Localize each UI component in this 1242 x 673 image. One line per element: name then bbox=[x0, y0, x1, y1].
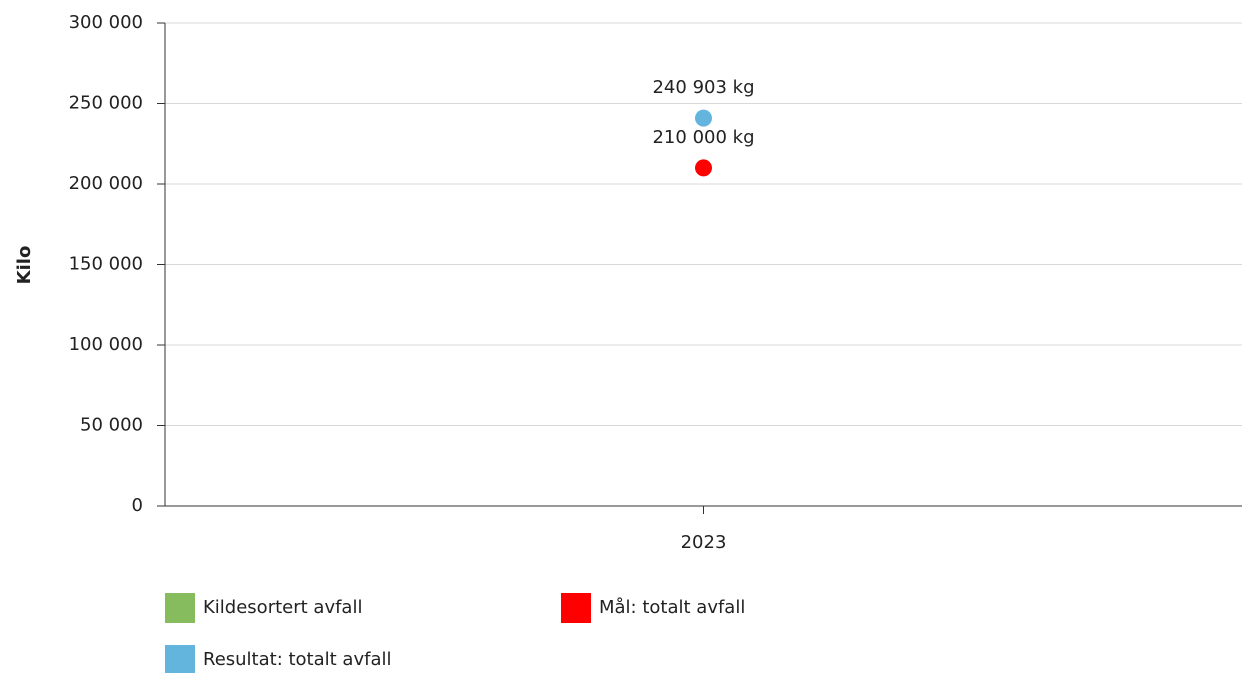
y-tick-label: 250 000 bbox=[69, 93, 143, 114]
legend-swatch bbox=[165, 593, 195, 623]
data-label: 240 903 kg bbox=[652, 77, 754, 98]
point bbox=[695, 109, 712, 127]
legend-label: Kildesortert avfall bbox=[203, 597, 362, 618]
legend-label: Resultat: totalt avfall bbox=[203, 649, 391, 670]
y-tick-label: 0 bbox=[132, 495, 143, 516]
legend-swatch bbox=[561, 593, 591, 623]
y-tick-label: 100 000 bbox=[69, 334, 143, 355]
x-tick-label: 2023 bbox=[681, 532, 727, 553]
y-tick-label: 150 000 bbox=[69, 254, 143, 275]
y-tick-label: 300 000 bbox=[69, 12, 143, 33]
legend-label: Mål: totalt avfall bbox=[599, 597, 745, 618]
data-label: 210 000 kg bbox=[652, 127, 754, 148]
point bbox=[695, 159, 712, 177]
y-tick-label: 200 000 bbox=[69, 173, 143, 194]
y-tick-label: 50 000 bbox=[80, 415, 143, 436]
legend-swatch bbox=[165, 645, 195, 673]
y-axis-label: Kilo bbox=[14, 246, 35, 285]
